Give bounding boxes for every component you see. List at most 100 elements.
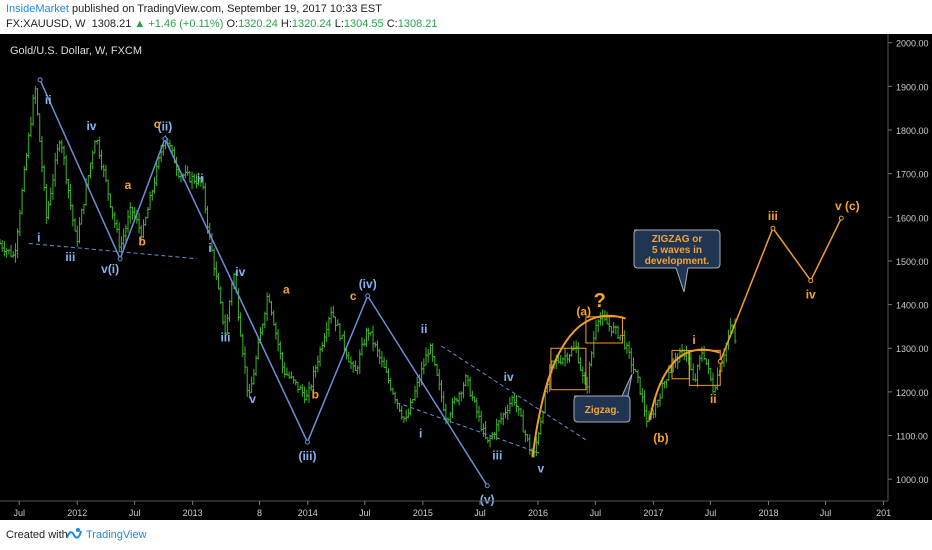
time-tick-label: 2015 [413,508,433,518]
orange-projection-label: v (c) [835,199,860,213]
high-label: H: [280,18,292,30]
orange-projection-line[interactable] [719,217,843,362]
price-tick-label: 1100.00 [896,432,928,442]
open-label: O: [226,18,239,30]
wave-label-blue: iii [220,331,230,345]
ohlc-line: FX:XAUUSD, W 1308.21 ▲ +1.46 (+0.11%) O:… [6,18,438,30]
price-axis: 1000.00 1100.00 1200.00 1300.00 1400.00 1500.… [888,39,929,485]
blue-wave-point[interactable] [162,136,168,142]
wave-label-orange: c [350,289,357,303]
arc-a[interactable] [531,314,626,458]
wave-label-orange: ? [594,290,606,312]
blue-wave-point[interactable] [117,256,123,262]
wave-label-blue: v [249,392,256,406]
time-tick-label: 2013 [183,508,203,518]
wave-label-blue: iv [504,370,514,384]
wave-label-blue: iv [235,265,245,279]
time-tick-label: Jul [474,508,486,518]
wave-label-orange: ii [710,392,717,406]
time-tick-label: 8 [257,508,262,518]
blue-wave-point[interactable] [365,293,371,299]
callout-zigzag[interactable] [573,373,633,423]
blue-wave-line[interactable] [39,79,488,487]
footer: Created with TradingView [0,520,932,550]
wave-label-blue: v [537,462,544,476]
price-tick-label: 1700.00 [896,170,929,180]
tradingview-logo-icon [66,528,82,539]
orange-projection-point[interactable] [808,278,814,284]
published-text: published on TradingView.com, September … [72,3,382,15]
wave-label-orange: b [312,387,319,401]
price-tick-label: 1200.00 [896,388,929,398]
orange-projection-label: iv [806,288,816,302]
orange-projection-point[interactable] [770,225,776,231]
price-tick-label: 2000.00 [896,39,929,49]
wave-label-blue: ii [421,322,428,336]
blue-wave-label: (v) [480,493,495,507]
wave-label-orange: a [283,283,290,297]
open-value: 1320.24 [238,18,278,30]
time-tick-label: 2018 [758,508,778,518]
time-tick-label: Jul [359,508,371,518]
price-tick-label: 1300.00 [896,344,929,354]
low-label: L: [334,18,344,30]
price-tick-label: 1000.00 [896,475,929,485]
blue-wave-point[interactable] [37,77,43,83]
wave-label-blue: i [37,230,40,244]
orange-projection-point[interactable] [717,358,723,364]
time-tick-label: Jul [820,508,832,518]
chart-title: Gold/U.S. Dollar, W, FXCM [10,45,142,57]
time-tick-label: Jul [705,508,717,518]
author-link[interactable]: InsideMarket [6,3,69,15]
up-arrow-icon: ▲ [134,18,146,30]
wave-label-orange: c [154,117,161,131]
time-tick-label: 2014 [298,508,318,518]
trendline[interactable] [28,242,198,260]
wave-label-orange: (b) [653,431,668,445]
callout-text: ZIGZAG or [652,234,703,245]
time-tick-label: Jul [129,508,141,518]
blue-wave-label: (ii) [158,120,173,134]
callout-zigzag-or-5-waves[interactable] [633,229,721,293]
arc-b[interactable] [648,348,720,421]
symbol-text: FX:XAUUSD, W [6,18,86,30]
price-tick-label: 1400.00 [896,301,929,311]
close-value: 1308.21 [397,18,438,30]
time-tick-label: 201 [876,508,891,518]
range-box[interactable] [550,347,587,391]
trendline[interactable] [441,345,587,441]
time-tick-label: 2012 [67,508,87,518]
created-with-text: Created with [6,529,68,541]
price-change: +1.46 (+0.11%) [148,18,224,30]
time-tick-label: 2017 [643,508,663,518]
blue-wave-point[interactable] [484,483,490,489]
price-tick-label: 1900.00 [896,82,929,92]
publication-line: InsideMarket published on TradingView.co… [6,3,382,15]
wave-label-blue: iii [492,449,502,463]
orange-projection-label: iii [768,209,778,223]
time-tick-label: 2016 [528,508,548,518]
blue-wave-label: v(i) [101,262,119,276]
callout-text: Zigzag. [585,405,620,416]
wave-label-orange: (a) [576,305,591,319]
last-price: 1308.21 [91,18,132,30]
wave-label-orange: i [692,333,695,347]
callout-text: 5 waves in [652,245,702,256]
time-axis: Jul 2012 Jul 2013 8 2014 Jul 2015 Jul 2016 Jul 2017… [13,501,891,518]
close-label: C: [386,18,398,30]
price-tick-label: 1600.00 [896,213,929,223]
chart-background [0,34,932,520]
time-tick-label: Jul [13,508,25,518]
callout-text: development. [645,256,710,267]
low-value: 1304.55 [343,18,384,30]
price-tick-label: 1500.00 [896,257,929,267]
wave-label-blue: i [419,427,422,441]
publication-header: InsideMarket published on TradingView.co… [0,0,932,34]
blue-wave-point[interactable] [304,439,310,445]
tradingview-brand[interactable]: TradingView [86,529,147,541]
wave-label-orange: a [125,178,132,192]
orange-projection-point[interactable] [838,215,844,221]
trendline[interactable] [403,404,540,454]
wave-label-blue: i [208,241,211,255]
